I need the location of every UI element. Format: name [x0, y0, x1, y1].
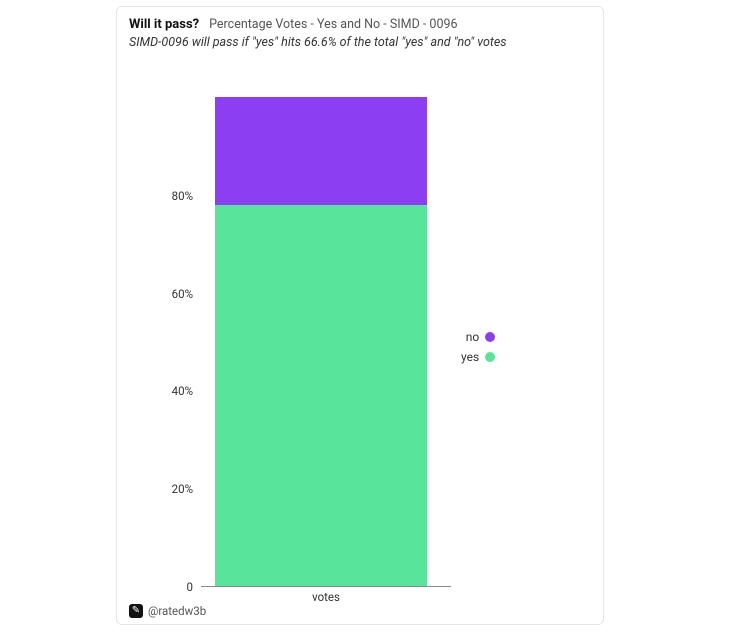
y-tick: 80% — [172, 189, 201, 203]
bar-segment-yes — [215, 205, 427, 586]
y-tick: 0 — [187, 580, 201, 594]
y-tick: 60% — [172, 287, 201, 301]
legend-item-no: no — [461, 327, 495, 347]
bar-segment-no — [215, 97, 427, 205]
attribution-handle: @ratedw3b — [148, 604, 206, 618]
chart-card: Will it pass? Percentage Votes - Yes and… — [116, 6, 604, 625]
attribution: ✎ @ratedw3b — [129, 604, 206, 618]
legend-swatch — [485, 332, 495, 342]
title-row: Will it pass? Percentage Votes - Yes and… — [129, 17, 591, 32]
y-tick: 20% — [172, 482, 201, 496]
x-axis-label: votes — [201, 586, 451, 604]
legend: noyes — [461, 327, 495, 367]
explainer-text: SIMD-0096 will pass if "yes" hits 66.6% … — [129, 35, 591, 50]
legend-label: yes — [461, 347, 479, 367]
plot-area: votes 020%40%60%80% noyes — [129, 67, 593, 597]
title-subtitle: Percentage Votes - Yes and No - SIMD - 0… — [209, 17, 457, 32]
title: Will it pass? — [129, 17, 199, 32]
axis-area: votes 020%40%60%80% — [201, 87, 451, 587]
legend-swatch — [485, 352, 495, 362]
bar-stack — [215, 97, 427, 586]
legend-item-yes: yes — [461, 347, 495, 367]
brand-icon: ✎ — [129, 604, 143, 618]
legend-label: no — [466, 327, 479, 347]
y-tick: 40% — [172, 384, 201, 398]
